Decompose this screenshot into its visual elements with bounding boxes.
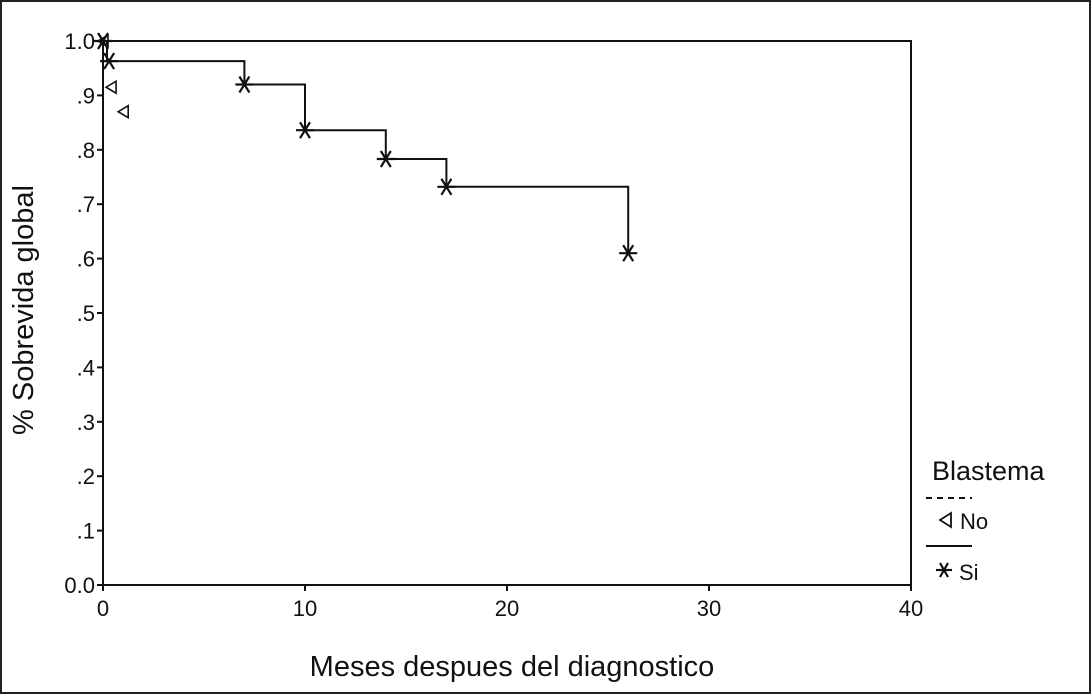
censor-marker-si [376,150,395,168]
censor-marker-no [116,104,129,120]
y-tick-label: .1 [77,519,95,544]
y-tick-label: .5 [77,301,95,326]
y-tick-label: .8 [77,138,95,163]
legend-label-si: Si [959,560,979,585]
legend-title: Blastema [932,456,1046,486]
y-tick-label: 0.0 [64,573,95,598]
censor-marker-si [296,121,314,139]
y-tick-label: .6 [77,247,95,272]
x-tick-label: 10 [293,596,317,621]
y-axis-ticks: 0.0 .1 .2 .3 .4 .5 .6 .7 .8 .9 1.0 [64,29,103,598]
x-axis-ticks: 0 10 20 30 40 [97,585,923,621]
censor-marker-si [235,75,254,94]
y-tick-label: .4 [77,355,95,380]
y-tick-label: .2 [77,464,95,489]
y-axis-label: % Sobrevida global [8,185,40,435]
censor-marker-no [104,79,117,95]
x-tick-label: 40 [899,596,923,621]
censor-marker-si [437,178,456,196]
censor-markers [94,32,638,262]
censor-marker-si [619,244,638,262]
x-axis-label: Meses despues del diagnostico [310,651,715,683]
legend-marker-si [936,562,952,578]
y-tick-label: .7 [77,192,95,217]
censor-marker-si [94,32,112,50]
legend-label-no: No [960,509,988,534]
legend: Blastema No Si [926,456,1046,585]
x-tick-label: 20 [495,596,519,621]
x-tick-label: 0 [97,596,109,621]
legend-marker-no [938,511,952,529]
x-tick-label: 30 [697,596,721,621]
y-tick-label: .9 [77,83,95,108]
y-tick-label: .3 [77,410,95,435]
y-tick-label: 1.0 [64,29,95,54]
censor-marker-si [100,52,119,70]
